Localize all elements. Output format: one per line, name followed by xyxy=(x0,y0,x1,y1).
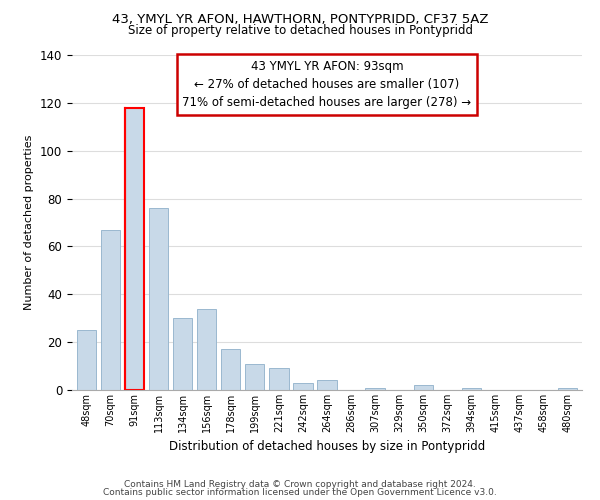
Text: 43, YMYL YR AFON, HAWTHORN, PONTYPRIDD, CF37 5AZ: 43, YMYL YR AFON, HAWTHORN, PONTYPRIDD, … xyxy=(112,12,488,26)
Bar xyxy=(462,388,481,390)
Bar xyxy=(413,385,433,390)
Bar xyxy=(77,330,96,390)
Bar xyxy=(558,388,577,390)
Bar xyxy=(101,230,120,390)
Bar xyxy=(293,383,313,390)
Text: 43 YMYL YR AFON: 93sqm
← 27% of detached houses are smaller (107)
71% of semi-de: 43 YMYL YR AFON: 93sqm ← 27% of detached… xyxy=(182,60,472,109)
Bar xyxy=(149,208,168,390)
Bar xyxy=(221,350,241,390)
Bar xyxy=(173,318,192,390)
Bar xyxy=(197,308,217,390)
Bar xyxy=(365,388,385,390)
Text: Contains HM Land Registry data © Crown copyright and database right 2024.: Contains HM Land Registry data © Crown c… xyxy=(124,480,476,489)
Y-axis label: Number of detached properties: Number of detached properties xyxy=(25,135,34,310)
Text: Contains public sector information licensed under the Open Government Licence v3: Contains public sector information licen… xyxy=(103,488,497,497)
Bar xyxy=(317,380,337,390)
Bar xyxy=(269,368,289,390)
Bar xyxy=(125,108,144,390)
Bar xyxy=(245,364,265,390)
Text: Size of property relative to detached houses in Pontypridd: Size of property relative to detached ho… xyxy=(128,24,473,37)
X-axis label: Distribution of detached houses by size in Pontypridd: Distribution of detached houses by size … xyxy=(169,440,485,454)
